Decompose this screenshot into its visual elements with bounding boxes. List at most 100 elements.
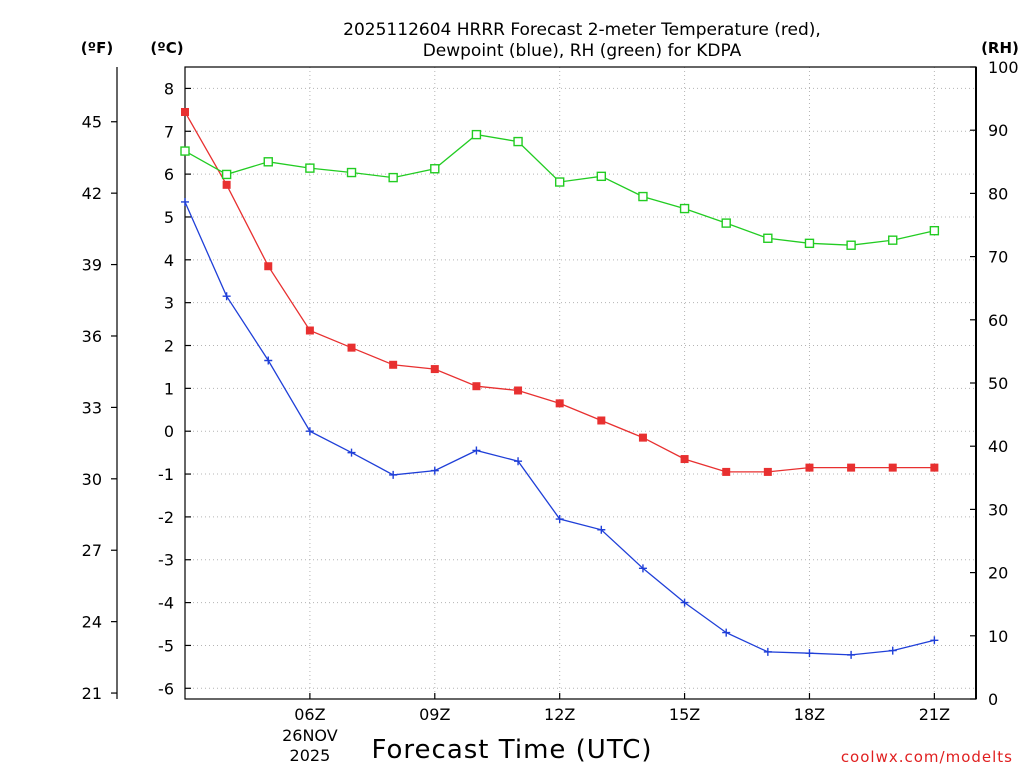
dewpoint-point: [264, 356, 273, 365]
celsius-tick-label: -6: [158, 679, 174, 698]
dewpoint-line: [184, 201, 935, 656]
rh-tick-label: 10: [988, 627, 1008, 646]
fahrenheit-tick-label: 45: [82, 113, 102, 132]
celsius-axis-ticks: -6 -5 -4 -3 -2 -1 0 1 2 3 4 5 6 7 8: [158, 79, 191, 698]
2-meter-temperature-point: [389, 360, 398, 369]
dewpoint-point: [305, 427, 314, 436]
celsius-tick-label: -1: [158, 465, 174, 484]
rh-point: [346, 167, 357, 178]
dewpoint-point: [847, 650, 856, 659]
rh-tick-label: 90: [988, 121, 1008, 140]
dewpoint-point: [430, 466, 439, 475]
rh-tick-label: 100: [988, 58, 1019, 77]
rh-point: [180, 146, 190, 156]
rh-point: [929, 225, 940, 236]
celsius-tick-label: -5: [158, 636, 174, 655]
rh-tick-label: 40: [988, 437, 1008, 456]
time-tick-label: 21Z: [919, 705, 950, 724]
fahrenheit-unit-label: (ºF): [81, 39, 113, 57]
celsius-tick-label: -4: [158, 594, 174, 613]
rh-tick-label: 50: [988, 374, 1008, 393]
dewpoint-series: [181, 197, 939, 659]
dewpoint-point: [222, 292, 231, 301]
rh-unit-label: (RH): [981, 39, 1019, 57]
dewpoint-point: [638, 564, 647, 573]
2-meter-temperature-point: [305, 326, 314, 335]
rh-point: [846, 240, 856, 250]
dewpoint-point: [680, 598, 689, 607]
fahrenheit-tick-label: 33: [82, 398, 102, 417]
rh-point: [388, 172, 398, 183]
rh-tick-label: 30: [988, 500, 1008, 519]
time-tick-label: 09Z: [419, 705, 450, 724]
celsius-tick-label: 1: [164, 379, 174, 398]
2-meter-temperature-point: [264, 262, 273, 271]
2-meter-temperature-point: [472, 382, 481, 391]
date-label: 26NOV: [282, 726, 338, 745]
celsius-tick-label: 7: [164, 122, 174, 141]
celsius-tick-label: 5: [164, 208, 174, 227]
2-meter-temperature-series: [181, 107, 939, 476]
fahrenheit-tick-label: 24: [82, 613, 102, 632]
celsius-tick-label: 0: [164, 422, 174, 441]
rh-point: [513, 136, 523, 147]
dewpoint-point: [472, 446, 481, 455]
rh-point: [596, 171, 607, 182]
rh-point: [804, 238, 815, 249]
dewpoint-point: [930, 636, 939, 645]
rh-point: [263, 157, 273, 167]
dewpoint-point: [888, 646, 897, 655]
rh-tick-label: 60: [988, 311, 1008, 330]
dewpoint-point: [722, 628, 731, 637]
fahrenheit-tick-label: 27: [82, 541, 102, 560]
celsius-tick-label: 4: [164, 251, 174, 270]
chart-title-line-2: Dewpoint (blue), RH (green) for KDPA: [423, 41, 742, 61]
dewpoint-point: [389, 470, 398, 479]
2-meter-temperature-point: [347, 343, 356, 352]
time-tick-label: 18Z: [794, 705, 825, 724]
fahrenheit-axis-ticks: 21 24 27 30 33 36 39 42 45: [82, 113, 117, 703]
credit-watermark: coolwx.com/modelts: [841, 748, 1013, 766]
rh-point: [554, 177, 565, 187]
plot-frame: [184, 66, 977, 700]
2-meter-temperature-point: [722, 467, 731, 476]
dewpoint-point: [181, 197, 189, 206]
celsius-tick-label: 3: [164, 294, 174, 313]
chart-title-line-1: 2025112604 HRRR Forecast 2-meter Tempera…: [343, 20, 821, 40]
rh-axis-ticks: 0 10 20 30 40 50 60 70 80 90 100: [970, 58, 1019, 709]
rh-point: [638, 191, 648, 202]
time-tick-label: 15Z: [669, 705, 700, 724]
celsius-tick-label: 8: [164, 79, 174, 98]
rh-point: [679, 203, 690, 214]
rh-series: [180, 129, 940, 250]
dewpoint-point: [555, 515, 564, 524]
x-axis-label: Forecast Time (UTC): [371, 735, 652, 765]
dewpoint-point: [597, 525, 606, 534]
rh-point: [721, 218, 731, 228]
celsius-tick-label: -2: [158, 508, 174, 527]
fahrenheit-tick-label: 30: [82, 470, 102, 489]
2-meter-temperature-point: [514, 386, 523, 395]
2-meter-temperature-point: [181, 107, 189, 116]
2-meter-temperature-point: [763, 467, 772, 476]
fahrenheit-tick-label: 36: [82, 327, 102, 346]
2-meter-temperature-point: [930, 463, 939, 472]
rh-point: [430, 164, 440, 174]
year-label: 2025: [290, 746, 331, 765]
dewpoint-point: [514, 457, 523, 466]
rh-tick-label: 20: [988, 564, 1008, 583]
celsius-unit-label: (ºC): [150, 39, 183, 57]
2-meter-temperature-point: [680, 455, 689, 464]
2-meter-temperature-point: [555, 399, 564, 408]
data-series: [180, 107, 940, 659]
celsius-tick-label: 2: [164, 337, 174, 356]
rh-tick-label: 0: [988, 690, 998, 709]
rh-tick-label: 70: [988, 248, 1008, 267]
time-tick-label: 06Z: [294, 705, 325, 724]
2-meter-temperature-point: [638, 433, 647, 442]
dewpoint-point: [347, 448, 356, 457]
fahrenheit-tick-label: 39: [82, 256, 102, 275]
celsius-tick-label: -3: [158, 551, 174, 570]
